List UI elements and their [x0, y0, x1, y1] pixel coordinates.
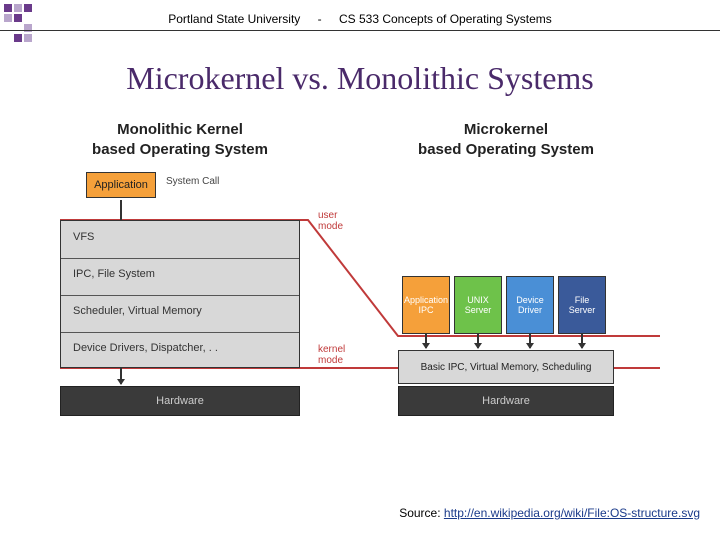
header-sep: - — [318, 12, 322, 26]
header-right: CS 533 Concepts of Operating Systems — [339, 12, 552, 26]
system-call-label: System Call — [166, 176, 219, 187]
microkernel-server-box: Device Driver — [506, 276, 554, 334]
microkernel-hardware-box: Hardware — [398, 386, 614, 416]
header-divider — [0, 30, 720, 31]
source-link[interactable]: http://en.wikipedia.org/wiki/File:OS-str… — [444, 506, 700, 520]
server-kernel-arrow — [581, 334, 583, 348]
monolithic-application-label: Application — [94, 179, 148, 191]
server-kernel-arrow — [425, 334, 427, 348]
source-prefix: Source: — [399, 506, 444, 520]
monolithic-kernel-row: IPC, File System — [73, 268, 155, 280]
microkernel-server-label: Application IPC — [404, 295, 448, 315]
monolithic-application-box: Application — [86, 172, 156, 198]
monolithic-hardware-label: Hardware — [156, 395, 204, 407]
server-kernel-arrow — [529, 334, 531, 348]
microkernel-server-box: UNIX Server — [454, 276, 502, 334]
monolithic-kernel-row: Scheduler, Virtual Memory — [73, 305, 202, 317]
kernel-hw-arrow-mono — [120, 368, 122, 384]
kernel-mode-label: kernel mode — [318, 344, 345, 366]
microkernel-server-label: UNIX Server — [465, 295, 492, 315]
monolithic-kernel-row: Device Drivers, Dispatcher, . . — [73, 342, 218, 354]
server-kernel-arrow — [477, 334, 479, 348]
microkernel-server-label: File Server — [569, 295, 596, 315]
microkernel-title: Microkernel based Operating System — [398, 120, 614, 159]
microkernel-server-box: Application IPC — [402, 276, 450, 334]
monolithic-title: Monolithic Kernel based Operating System — [60, 120, 300, 159]
monolithic-hardware-box: Hardware — [60, 386, 300, 416]
header-left: Portland State University — [168, 12, 300, 26]
microkernel-server-label: Device Driver — [516, 295, 544, 315]
architecture-diagram: Monolithic Kernel based Operating System… — [60, 120, 660, 460]
monolithic-kernel-row: VFS — [73, 231, 94, 243]
microkernel-kernel-box: Basic IPC, Virtual Memory, Scheduling — [398, 350, 614, 384]
slide-title: Microkernel vs. Monolithic Systems — [0, 60, 720, 97]
microkernel-kernel-label: Basic IPC, Virtual Memory, Scheduling — [421, 362, 592, 373]
microkernel-server-box: File Server — [558, 276, 606, 334]
user-mode-label: user mode — [318, 210, 343, 232]
slide-header: Portland State University - CS 533 Conce… — [0, 12, 720, 26]
microkernel-hardware-label: Hardware — [482, 395, 530, 407]
monolithic-kernel-box: VFS IPC, File System Scheduler, Virtual Me… — [60, 220, 300, 368]
source-citation: Source: http://en.wikipedia.org/wiki/Fil… — [0, 506, 700, 520]
